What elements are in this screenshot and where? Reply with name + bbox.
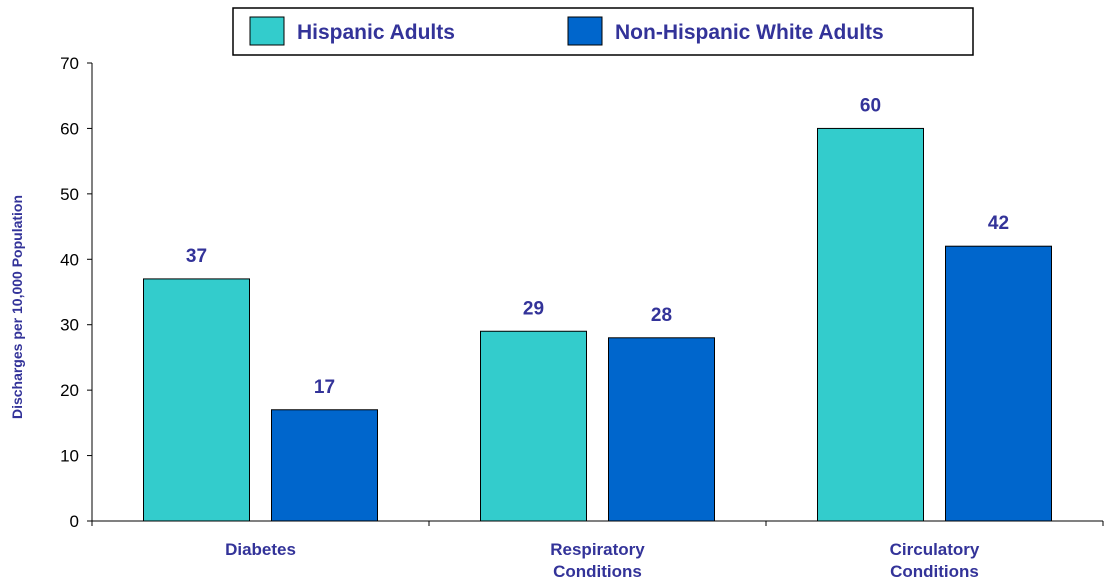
y-axis-title-group: Discharges per 10,000 Population <box>9 195 25 419</box>
legend-label: Non-Hispanic White Adults <box>615 21 884 44</box>
bar <box>271 409 378 522</box>
x-category-label-line: Respiratory <box>550 540 645 559</box>
bar-value-label: 60 <box>860 95 881 116</box>
x-category-label-line: Conditions <box>890 562 979 581</box>
legend-swatch <box>249 16 285 46</box>
bar-value-label: 37 <box>186 246 207 267</box>
y-tick-label: 30 <box>60 316 79 335</box>
x-axis: Diabetes Respiratory ConditionsCirculatory… <box>91 520 1104 581</box>
y-tick-label: 60 <box>60 119 79 138</box>
bar <box>817 127 924 522</box>
legend-swatch <box>567 16 603 46</box>
bar-value-label: 28 <box>651 305 672 326</box>
y-axis-title: Discharges per 10,000 Population <box>9 195 25 419</box>
legend-box <box>232 7 974 56</box>
y-axis: 0 10 20 30 40 50 60 70 <box>60 54 93 531</box>
x-category-label-line: Conditions <box>553 562 642 581</box>
x-category-label: Circulatory Conditions <box>890 540 980 581</box>
y-tick-label: 20 <box>60 381 79 400</box>
bar <box>480 330 587 522</box>
bar <box>945 245 1052 522</box>
x-category-label: Respiratory Conditions <box>550 540 645 581</box>
x-category-label-line: Circulatory <box>890 540 980 559</box>
x-category-label-line: Diabetes <box>225 540 296 559</box>
y-tick-label: 40 <box>60 250 79 269</box>
y-tick-label: 50 <box>60 185 79 204</box>
bars <box>143 127 1052 522</box>
bar <box>143 278 250 522</box>
y-tick-label: 0 <box>70 512 79 531</box>
bar-labels: 37 17 29 28 60 42 <box>186 95 1009 397</box>
bar <box>608 337 715 522</box>
legend: Hispanic Adults Non-Hispanic White Adults <box>232 7 974 56</box>
bar-value-label: 29 <box>523 298 544 319</box>
y-tick-label: 10 <box>60 447 79 466</box>
bar-value-label: 42 <box>988 213 1009 234</box>
legend-label: Hispanic Adults <box>297 21 455 44</box>
x-category-label: Diabetes <box>225 540 296 559</box>
bar-value-label: 17 <box>314 377 335 398</box>
y-tick-label: 70 <box>60 54 79 73</box>
